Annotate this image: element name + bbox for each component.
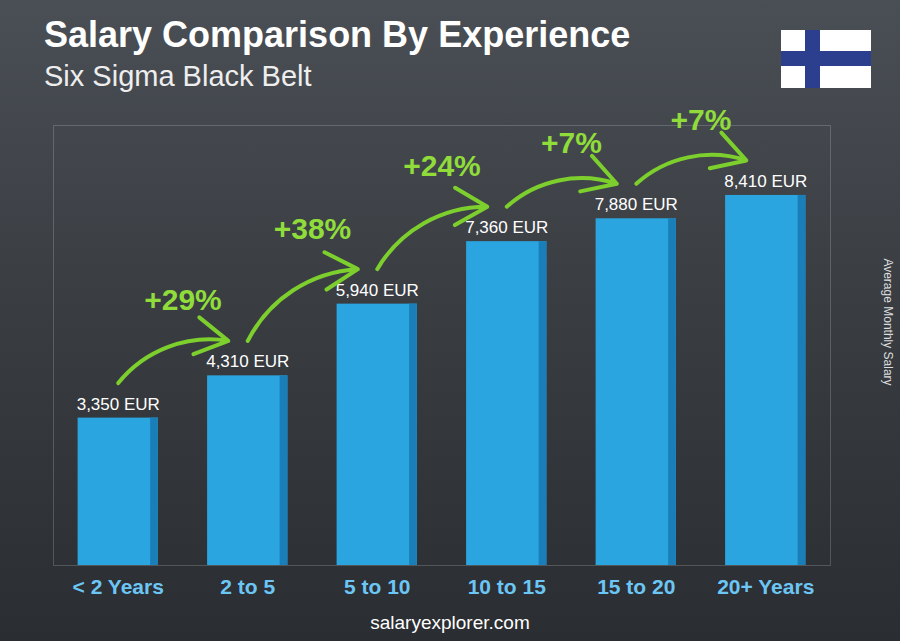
svg-text:10 to 15: 10 to 15: [468, 575, 547, 598]
svg-text:7,360 EUR: 7,360 EUR: [465, 218, 548, 237]
html-text:Six Sigma Black Belt: Six Sigma Black Belt: [44, 60, 312, 92]
svg-text:+29%: +29%: [144, 283, 222, 316]
svg-text:+7%: +7%: [541, 126, 602, 159]
html-text:salaryexplorer.com: salaryexplorer.com: [370, 612, 530, 633]
svg-text:8,410 EUR: 8,410 EUR: [724, 172, 807, 191]
svg-text:+7%: +7%: [671, 103, 732, 136]
svg-text:< 2 Years: < 2 Years: [73, 575, 164, 598]
svg-text:5 to 10: 5 to 10: [344, 575, 411, 598]
svg-text:20+ Years: 20+ Years: [717, 575, 814, 598]
svg-text:3,350 EUR: 3,350 EUR: [77, 395, 160, 414]
svg-text:+38%: +38%: [274, 212, 352, 245]
html-text:Average Monthly Salary: Average Monthly Salary: [881, 258, 895, 386]
svg-text:7,880 EUR: 7,880 EUR: [595, 195, 678, 214]
svg-text:5,940 EUR: 5,940 EUR: [336, 281, 419, 300]
svg-text:15 to 20: 15 to 20: [597, 575, 675, 598]
svg-text:4,310 EUR: 4,310 EUR: [206, 352, 289, 371]
svg-text:2 to 5: 2 to 5: [220, 575, 275, 598]
html-text:Salary Comparison By Experienc: Salary Comparison By Experience: [44, 14, 631, 55]
svg-text:+24%: +24%: [403, 149, 481, 182]
